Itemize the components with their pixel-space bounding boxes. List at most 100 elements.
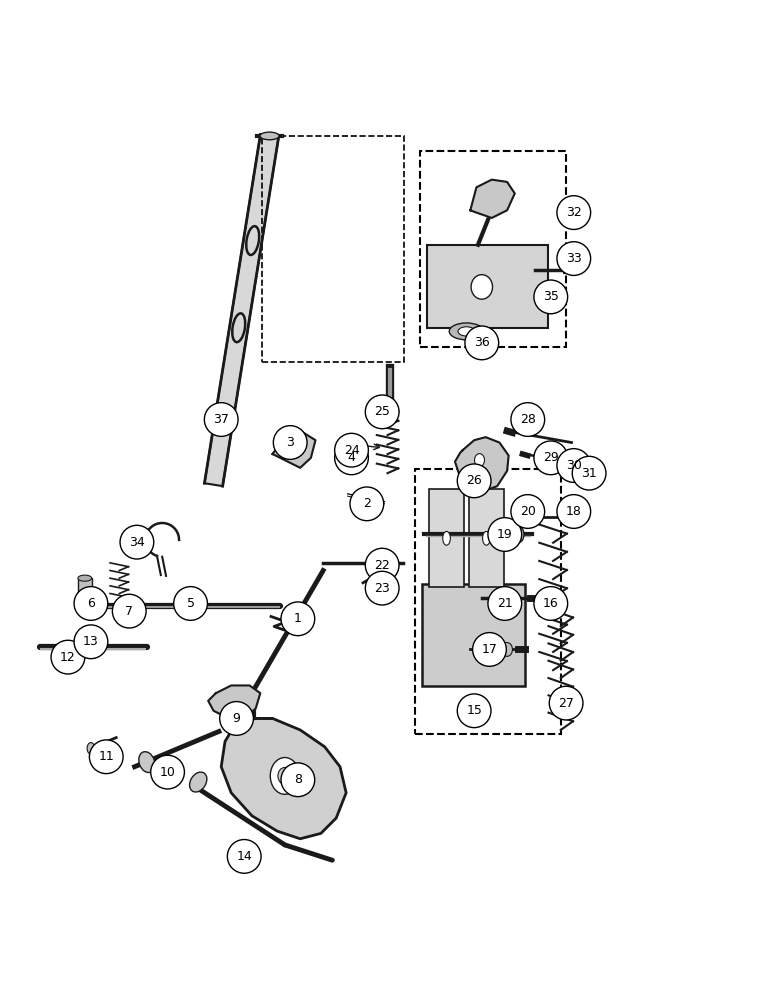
Circle shape: [534, 441, 567, 475]
Text: 30: 30: [566, 459, 582, 472]
Circle shape: [557, 495, 591, 528]
Ellipse shape: [476, 468, 484, 478]
Circle shape: [549, 686, 583, 720]
Ellipse shape: [86, 636, 101, 658]
FancyBboxPatch shape: [78, 578, 92, 600]
Circle shape: [174, 587, 208, 620]
Circle shape: [273, 426, 307, 459]
Ellipse shape: [442, 531, 450, 545]
Circle shape: [334, 441, 368, 475]
Text: 1: 1: [294, 612, 302, 625]
Circle shape: [120, 525, 154, 559]
Ellipse shape: [270, 758, 300, 794]
Circle shape: [534, 280, 567, 314]
Circle shape: [557, 242, 591, 275]
Ellipse shape: [87, 743, 95, 754]
Ellipse shape: [278, 767, 292, 784]
Circle shape: [557, 196, 591, 229]
Text: 35: 35: [543, 290, 559, 303]
Circle shape: [457, 694, 491, 728]
Circle shape: [74, 625, 108, 659]
FancyBboxPatch shape: [427, 245, 547, 328]
Circle shape: [90, 740, 123, 774]
Text: 16: 16: [543, 597, 559, 610]
Text: 22: 22: [374, 559, 390, 572]
Text: 26: 26: [466, 474, 482, 487]
Polygon shape: [273, 433, 316, 468]
Circle shape: [472, 633, 506, 666]
Text: 24: 24: [344, 444, 360, 457]
Text: 25: 25: [374, 405, 390, 418]
Circle shape: [534, 587, 567, 620]
Text: 29: 29: [543, 451, 559, 464]
Circle shape: [74, 587, 108, 620]
Circle shape: [365, 548, 399, 582]
Circle shape: [51, 640, 85, 674]
FancyBboxPatch shape: [429, 489, 464, 587]
Circle shape: [227, 840, 261, 873]
Ellipse shape: [482, 531, 490, 545]
Text: 23: 23: [374, 582, 390, 595]
Text: 5: 5: [187, 597, 195, 610]
Ellipse shape: [290, 443, 302, 458]
Text: 6: 6: [87, 597, 95, 610]
Ellipse shape: [449, 323, 484, 340]
Text: 32: 32: [566, 206, 581, 219]
Text: 10: 10: [160, 766, 175, 779]
Text: 21: 21: [497, 597, 513, 610]
Ellipse shape: [361, 496, 368, 501]
Polygon shape: [222, 718, 346, 839]
FancyBboxPatch shape: [422, 584, 525, 686]
Circle shape: [350, 487, 384, 521]
Circle shape: [365, 571, 399, 605]
Text: 15: 15: [466, 704, 482, 717]
Ellipse shape: [471, 275, 493, 299]
Text: 20: 20: [520, 505, 536, 518]
Text: 31: 31: [581, 467, 597, 480]
Ellipse shape: [78, 575, 92, 581]
Text: 27: 27: [558, 697, 574, 710]
Circle shape: [113, 594, 146, 628]
Circle shape: [457, 464, 491, 498]
Text: 34: 34: [129, 536, 145, 549]
Text: 8: 8: [294, 773, 302, 786]
Ellipse shape: [139, 752, 155, 773]
Text: 33: 33: [566, 252, 581, 265]
Ellipse shape: [357, 494, 371, 503]
Ellipse shape: [190, 772, 207, 792]
Text: 13: 13: [83, 635, 99, 648]
Text: 2: 2: [363, 497, 371, 510]
Ellipse shape: [512, 526, 524, 543]
Ellipse shape: [458, 327, 475, 336]
Circle shape: [511, 403, 545, 436]
Ellipse shape: [78, 597, 92, 603]
Circle shape: [205, 403, 238, 436]
Circle shape: [220, 702, 253, 735]
Text: 36: 36: [474, 336, 489, 349]
Text: 3: 3: [286, 436, 294, 449]
Text: 17: 17: [482, 643, 497, 656]
Ellipse shape: [260, 132, 279, 140]
Text: 9: 9: [232, 712, 241, 725]
Ellipse shape: [502, 643, 513, 656]
Circle shape: [465, 326, 499, 360]
Circle shape: [365, 395, 399, 429]
Circle shape: [488, 587, 522, 620]
FancyBboxPatch shape: [469, 489, 504, 587]
Text: 12: 12: [60, 651, 76, 664]
Text: 19: 19: [497, 528, 513, 541]
Text: 18: 18: [566, 505, 582, 518]
Circle shape: [488, 518, 522, 551]
Text: 37: 37: [213, 413, 229, 426]
Circle shape: [151, 755, 185, 789]
Ellipse shape: [574, 456, 584, 470]
Circle shape: [511, 495, 545, 528]
Text: 14: 14: [236, 850, 252, 863]
Circle shape: [281, 763, 315, 797]
Polygon shape: [208, 685, 260, 718]
Ellipse shape: [475, 454, 485, 467]
Polygon shape: [205, 134, 279, 486]
Circle shape: [281, 602, 315, 636]
Text: 4: 4: [347, 451, 355, 464]
Polygon shape: [455, 437, 509, 491]
